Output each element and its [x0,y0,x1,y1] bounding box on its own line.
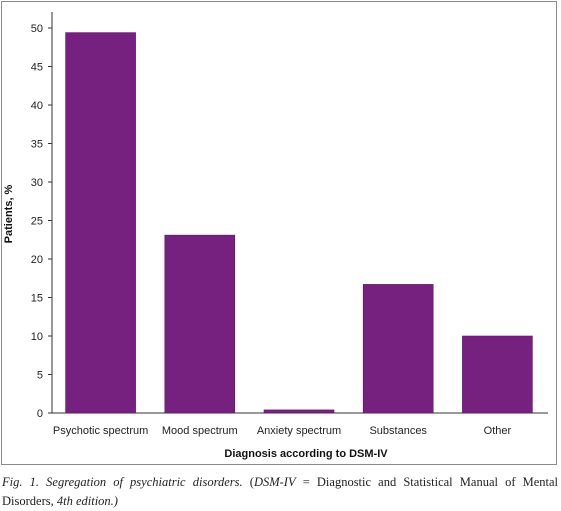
x-tick-label: Psychotic spectrum [53,425,148,437]
y-tick-label: 25 [31,216,43,228]
caption-fig-label: Fig. 1. [2,475,39,489]
bar [462,335,533,414]
caption-abbreviation: DSM-IV [253,475,296,489]
y-tick-label: 20 [31,254,43,266]
y-tick-label: 5 [37,370,43,382]
x-tick-label: Other [484,425,512,437]
y-tick-label: 30 [31,177,43,189]
chart-bars [65,32,533,414]
y-tick-label: 50 [31,23,43,35]
x-tick-label: Substances [369,425,427,437]
figure-caption: Fig. 1. Segregation of psychiatric disor… [2,473,558,511]
bar [263,409,335,414]
y-tick-label: 45 [31,62,43,74]
caption-title: Segregation of psychiatric disorders. [46,475,243,489]
y-tick-label: 40 [31,100,43,112]
y-tick-label: 0 [37,408,43,420]
y-tick-label: 15 [31,293,43,305]
caption-edition: 4th edition.) [56,494,118,508]
x-axis-title: Diagnosis according to DSM-IV [224,448,388,460]
x-tick-label: Anxiety spectrum [257,425,341,437]
y-tick-label: 35 [31,139,43,151]
chart-labels: 0 5 10 15 20 25 30 35 40 45 50 Psychotic spectrum Mo… [31,23,512,437]
x-tick-label: Mood spectrum [162,425,238,437]
caption-description: = Diagnostic and Statistical Manual of M… [2,475,559,508]
y-axis-title: Patients, % [3,184,15,243]
bar-chart: 0 5 10 15 20 25 30 35 40 45 50 Psychotic spectrum Mo… [3,12,548,460]
bar [362,284,434,414]
caption-open-paren: ( [249,475,254,489]
bar [65,32,136,414]
y-tick-label: 10 [31,331,43,343]
bar [164,234,236,414]
